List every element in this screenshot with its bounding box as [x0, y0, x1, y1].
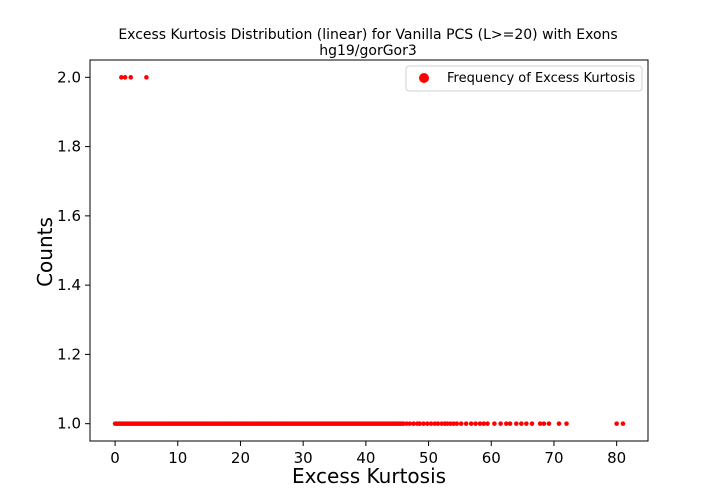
y-tick-label: 1.8: [57, 138, 81, 156]
y-axis-label: Counts: [33, 217, 57, 287]
y-tick-label: 1.2: [57, 345, 81, 363]
data-points: [112, 75, 626, 426]
x-tick-label: 80: [607, 449, 626, 467]
chart-subtitle: hg19/gorGor3: [319, 43, 417, 59]
x-axis-label: Excess Kurtosis: [292, 464, 446, 488]
data-point: [546, 421, 552, 426]
x-axis: 0 10 20 30 40 50 60 70 80: [110, 441, 626, 467]
data-point: [417, 421, 423, 426]
data-point: [504, 421, 509, 426]
x-tick-label: 30: [294, 449, 313, 467]
y-tick-label: 1.4: [57, 276, 81, 294]
plot-frame: [89, 59, 649, 442]
data-point: [556, 421, 562, 426]
data-point: [620, 421, 626, 426]
chart-title: Excess Kurtosis Distribution (linear) fo…: [118, 27, 617, 43]
x-tick-label: 40: [356, 449, 375, 467]
x-tick-label: 70: [544, 449, 563, 467]
legend-box: [405, 65, 643, 92]
legend-marker: [419, 73, 429, 83]
data-point: [454, 421, 460, 426]
data-point: [128, 75, 134, 80]
data-point: [524, 421, 529, 426]
x-tick-label: 20: [231, 449, 250, 467]
y-tick-label: 1.6: [57, 207, 81, 225]
data-point: [407, 421, 413, 426]
data-point: [477, 421, 483, 426]
data-point: [144, 75, 149, 80]
x-tick-label: 50: [419, 449, 438, 467]
data-point: [481, 421, 487, 426]
data-point: [614, 421, 619, 426]
data-point: [421, 421, 426, 426]
data-point: [122, 75, 128, 80]
y-tick-label: 1.0: [57, 415, 81, 433]
data-point: [428, 421, 434, 426]
data-point: [541, 421, 547, 426]
data-point: [463, 421, 469, 426]
legend-label: Frequency of Excess Kurtosis: [447, 71, 635, 86]
x-tick-label: 0: [110, 449, 120, 467]
data-point: [564, 421, 569, 426]
data-point: [537, 421, 543, 426]
y-axis: 1.0 1.2 1.4 1.6 1.8 2.0: [57, 68, 90, 433]
data-point: [411, 421, 416, 426]
data-point: [473, 421, 478, 426]
data-point: [458, 421, 464, 426]
data-point: [485, 421, 490, 426]
data-point: [507, 421, 513, 426]
data-point: [425, 421, 430, 426]
data-point: [498, 421, 503, 426]
data-point: [514, 421, 519, 426]
x-tick-label: 60: [482, 449, 501, 467]
x-tick-label: 10: [168, 449, 187, 467]
legend: Frequency of Excess Kurtosis: [405, 65, 643, 92]
data-point: [492, 421, 497, 426]
data-point: [468, 421, 474, 426]
data-point: [119, 75, 124, 80]
data-point: [435, 421, 441, 426]
data-point: [519, 421, 524, 426]
y-tick-label: 2.0: [57, 68, 81, 86]
data-point: [529, 421, 535, 426]
